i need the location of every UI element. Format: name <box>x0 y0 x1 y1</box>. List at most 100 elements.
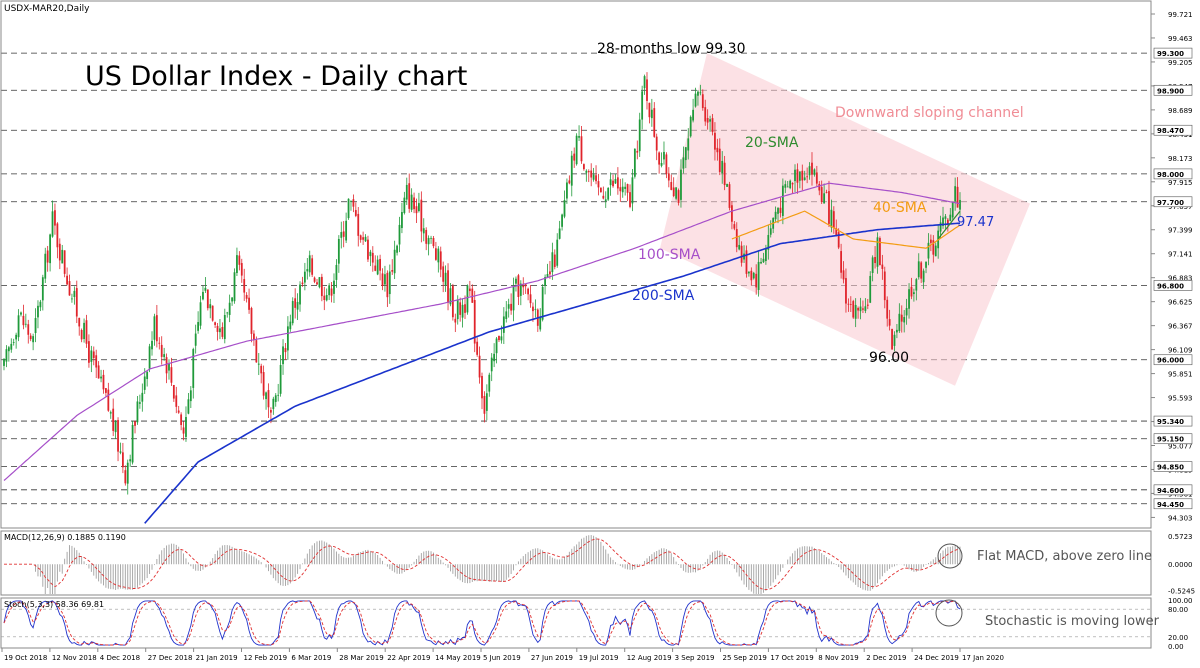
sma200-annotation: 200-SMA <box>632 288 695 304</box>
price-tick-label: 96.109 <box>1168 347 1193 355</box>
candle-body <box>500 336 503 341</box>
candle-body <box>575 135 578 165</box>
x-tick-label: 17 Oct 2019 <box>770 654 813 662</box>
candle-body <box>376 259 379 275</box>
candle-body <box>354 210 357 216</box>
candle-body <box>854 304 857 319</box>
candle-body <box>323 295 326 300</box>
candle-body <box>158 342 161 344</box>
candle-body <box>837 232 840 248</box>
candle-body <box>155 315 158 342</box>
candle-body <box>602 195 605 199</box>
candle-body <box>267 390 270 408</box>
candle-body <box>915 279 918 291</box>
downward-channel <box>660 53 1030 386</box>
x-tick-label: 19 Jul 2019 <box>579 654 619 662</box>
candle-body <box>121 452 124 468</box>
candle-body <box>490 357 493 372</box>
chart-title: US Dollar Index - Daily chart <box>85 61 467 92</box>
price-tick-label: 94.303 <box>1168 514 1193 522</box>
stoch-tick-label: 100.00 <box>1168 597 1193 605</box>
candle-body <box>665 154 668 175</box>
candle-body <box>959 199 961 210</box>
candle-body <box>638 119 641 152</box>
x-tick-label: 19 Oct 2018 <box>4 654 47 662</box>
candle-body <box>711 118 714 133</box>
candle-body <box>888 319 891 326</box>
candle-body <box>374 265 377 271</box>
candle-body <box>22 315 25 326</box>
level-9600-annotation: 96.00 <box>869 350 909 366</box>
candle-body <box>483 395 486 414</box>
candle-body <box>5 349 8 362</box>
price-level-label: 98.900 <box>1157 87 1184 95</box>
candle-body <box>769 228 772 235</box>
candle-body <box>764 248 767 262</box>
candle-body <box>388 271 391 295</box>
candle-body <box>633 148 636 177</box>
candle-body <box>481 375 483 399</box>
candle-body <box>434 248 437 260</box>
candle-body <box>473 300 476 344</box>
candle-body <box>468 288 471 292</box>
candle-body <box>544 277 546 286</box>
candle-body <box>527 288 530 295</box>
candle-body <box>954 186 957 202</box>
candle-body <box>881 264 884 269</box>
candle-body <box>677 190 680 203</box>
candle-body <box>757 261 760 290</box>
candle-body <box>170 367 173 383</box>
price-tick-label: 97.915 <box>1168 179 1193 187</box>
sma40-annotation: 40-SMA <box>873 200 927 216</box>
candle-body <box>932 240 935 255</box>
candle-body <box>345 220 348 241</box>
price-level-label: 96.000 <box>1157 357 1184 365</box>
candle-body <box>883 271 886 301</box>
symbol-label: USDX-MAR20,Daily <box>4 4 90 14</box>
channel-annotation: Downward sloping channel <box>835 105 1024 121</box>
candle-body <box>231 297 233 302</box>
candle-body <box>136 401 139 423</box>
candle-body <box>119 451 122 453</box>
candle-body <box>687 138 690 151</box>
candle-body <box>641 91 644 120</box>
candle-body <box>396 245 398 253</box>
candle-body <box>828 191 830 224</box>
candle-body <box>925 261 927 268</box>
candle-body <box>949 214 952 221</box>
candle-body <box>209 304 212 309</box>
candle-body <box>507 304 510 309</box>
candle-body <box>350 201 352 202</box>
level-9747-annotation: 97.47 <box>957 215 994 230</box>
candle-body <box>701 94 704 109</box>
price-level-box <box>1153 415 1193 427</box>
candle-body <box>163 354 166 358</box>
candle-body <box>39 301 42 308</box>
candle-body <box>900 314 903 322</box>
candle-body <box>583 164 585 170</box>
candle-body <box>728 184 731 208</box>
candle-body <box>502 316 505 333</box>
candle-body <box>493 353 496 362</box>
candle-body <box>740 245 743 263</box>
candle-body <box>818 183 821 191</box>
candle-body <box>592 174 595 180</box>
candle-body <box>597 181 600 188</box>
candle-body <box>714 132 716 150</box>
candle-body <box>340 232 343 238</box>
candle-body <box>859 306 862 312</box>
candle-body <box>151 340 153 350</box>
price-level-label: 95.340 <box>1157 418 1184 426</box>
candle-body <box>197 322 200 331</box>
candle-body <box>864 306 867 311</box>
candle-body <box>684 147 687 161</box>
candle-body <box>15 334 18 340</box>
candle-body <box>750 270 753 281</box>
candle-body <box>442 266 445 282</box>
sma40-line <box>731 210 961 249</box>
candle-body <box>83 322 85 340</box>
candle-body <box>794 169 796 182</box>
candle-body <box>731 205 733 222</box>
candle-body <box>318 277 321 288</box>
candle-body <box>534 308 537 310</box>
